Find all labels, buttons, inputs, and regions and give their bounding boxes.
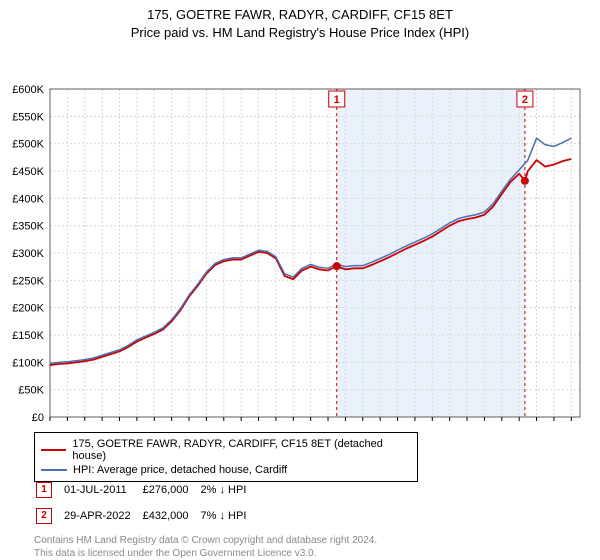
title-line-2: Price paid vs. HM Land Registry's House … bbox=[0, 24, 600, 42]
sale-marker-2: 2 bbox=[36, 508, 52, 524]
legend-label-1: 175, GOETRE FAWR, RADYR, CARDIFF, CF15 8… bbox=[72, 438, 411, 462]
sale-date: 29-APR-2022 bbox=[64, 504, 141, 528]
sale-delta: 2% ↓ HPI bbox=[201, 478, 257, 502]
legend: 175, GOETRE FAWR, RADYR, CARDIFF, CF15 8… bbox=[34, 432, 418, 482]
sale-row: 1 01-JUL-2011£276,0002% ↓ HPI bbox=[36, 478, 256, 502]
footer-line-2: This data is licensed under the Open Gov… bbox=[34, 547, 377, 560]
svg-text:£450K: £450K bbox=[12, 166, 44, 178]
sale-marker-1: 1 bbox=[36, 482, 52, 498]
legend-label-2: HPI: Average price, detached house, Card… bbox=[73, 464, 287, 476]
svg-text:£300K: £300K bbox=[12, 248, 44, 260]
sale-delta: 7% ↓ HPI bbox=[201, 504, 257, 528]
sale-row: 2 29-APR-2022£432,0007% ↓ HPI bbox=[36, 504, 256, 528]
svg-text:£400K: £400K bbox=[12, 193, 44, 205]
svg-text:£50K: £50K bbox=[18, 385, 44, 397]
svg-text:£500K: £500K bbox=[12, 139, 44, 151]
footer-line-1: Contains HM Land Registry data © Crown c… bbox=[34, 534, 377, 547]
title-line-1: 175, GOETRE FAWR, RADYR, CARDIFF, CF15 8… bbox=[0, 6, 600, 24]
svg-text:1: 1 bbox=[334, 94, 340, 106]
svg-text:£200K: £200K bbox=[12, 303, 44, 315]
svg-text:£550K: £550K bbox=[12, 111, 44, 123]
price-chart: £0 £50K £100K £150K £200K £250K £300K £350K £400… bbox=[0, 41, 600, 421]
chart-title: 175, GOETRE FAWR, RADYR, CARDIFF, CF15 8… bbox=[0, 0, 600, 41]
svg-text:£250K: £250K bbox=[12, 275, 44, 287]
sale-date: 01-JUL-2011 bbox=[64, 478, 141, 502]
svg-text:£350K: £350K bbox=[12, 221, 44, 233]
svg-text:£600K: £600K bbox=[12, 84, 44, 96]
legend-swatch-1 bbox=[41, 449, 66, 451]
legend-item-1: 175, GOETRE FAWR, RADYR, CARDIFF, CF15 8… bbox=[41, 437, 411, 463]
sale-price: £276,000 bbox=[143, 478, 199, 502]
svg-text:£100K: £100K bbox=[12, 357, 44, 369]
legend-swatch-2 bbox=[41, 469, 67, 471]
svg-text:£0: £0 bbox=[32, 412, 44, 421]
sale-price: £432,000 bbox=[143, 504, 199, 528]
sales-table: 1 01-JUL-2011£276,0002% ↓ HPI 2 29-APR-2022… bbox=[34, 476, 258, 530]
svg-text:2: 2 bbox=[522, 94, 528, 106]
legend-item-2: HPI: Average price, detached house, Card… bbox=[41, 463, 411, 477]
footer-note: Contains HM Land Registry data © Crown c… bbox=[34, 534, 377, 560]
svg-text:£150K: £150K bbox=[12, 330, 44, 342]
